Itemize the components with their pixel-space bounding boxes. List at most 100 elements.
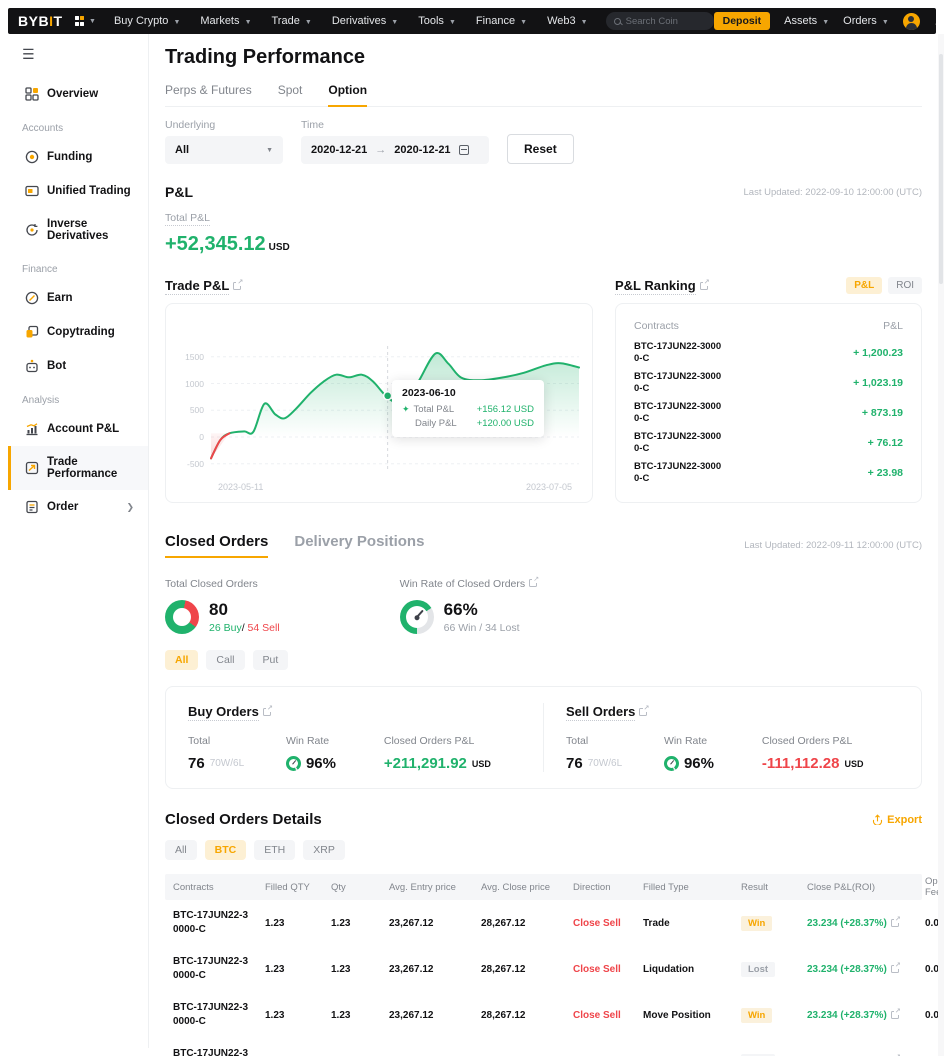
search-box[interactable] xyxy=(605,12,714,30)
chip-btc[interactable]: BTC xyxy=(204,840,247,860)
external-link-icon[interactable] xyxy=(890,961,901,973)
table-row[interactable]: BTC-17JUN22-30000-C 1.23 1.23 23,267.12 … xyxy=(165,992,944,1038)
search-icon xyxy=(613,17,621,25)
external-link-icon[interactable] xyxy=(262,704,273,716)
user-avatar[interactable] xyxy=(902,12,920,30)
ranking-row: BTC-17JUN22-30000-C + 1,200.23 xyxy=(634,338,903,368)
mini-gauge-icon xyxy=(663,756,679,771)
y-axis-tick: -500 xyxy=(186,458,204,469)
trade-performance-icon xyxy=(25,461,39,475)
contract-name: BTC-17JUN22-30000-C xyxy=(634,400,722,424)
win-rate-label: Win Rate of Closed Orders xyxy=(400,575,540,590)
sidebar-item-inverse-derivatives[interactable]: Inverse Derivatives xyxy=(8,208,148,252)
total-pnl-label: Total P&L xyxy=(165,212,210,226)
pnl-section-heading: P&L xyxy=(165,184,193,200)
filters-bar: Underlying All ▼ Time 2020-12-21 → 2020-… xyxy=(165,119,922,164)
chip-call[interactable]: Call xyxy=(206,650,245,670)
nav-item-derivatives[interactable]: Derivatives ▼ xyxy=(331,15,399,27)
result-badge: Lost xyxy=(741,961,776,977)
tab-spot[interactable]: Spot xyxy=(277,83,303,97)
sell-winrate-value: 96% xyxy=(663,755,762,772)
ranking-row: BTC-17JUN22-30000-C + 1,023.19 xyxy=(634,368,903,398)
sidebar-item-funding[interactable]: Funding xyxy=(8,140,148,174)
chip-all-coins[interactable]: All xyxy=(165,840,197,860)
inverse-derivatives-icon xyxy=(26,224,38,236)
scrollbar-thumb[interactable] xyxy=(939,54,943,284)
nav-item-trade[interactable]: Trade ▼ xyxy=(271,15,312,27)
table-row[interactable]: BTC-17JUN22-30000-C 1.23 1.23 23,267.12 … xyxy=(165,900,944,946)
chip-xrp[interactable]: XRP xyxy=(303,840,345,860)
date-range-picker[interactable]: 2020-12-21 → 2020-12-21 xyxy=(301,136,489,164)
table-row[interactable]: BTC-17JUN22-30000-C 1.23 1.23 23,267.12 … xyxy=(165,1038,944,1056)
underlying-label: Underlying xyxy=(165,119,216,131)
apps-menu-button[interactable]: ▼ xyxy=(74,16,96,26)
trade-pnl-chart[interactable]: 1500 1000 500 0 -500 2023-05-11 2023-07-… xyxy=(165,303,593,503)
ranking-value: + 1,023.19 xyxy=(853,377,903,389)
sidebar: ☰ Overview Accounts Funding Unified Trad… xyxy=(8,34,149,1048)
sidebar-item-order[interactable]: Order ❯ xyxy=(8,490,148,524)
result-badge: Win xyxy=(741,1007,773,1023)
notifications-bell-icon[interactable] xyxy=(934,14,944,28)
buy-sell-donut-chart xyxy=(165,600,199,634)
external-link-icon[interactable] xyxy=(699,277,710,290)
orders-menu[interactable]: Orders ▼ xyxy=(843,15,889,27)
nav-item-finance[interactable]: Finance ▼ xyxy=(475,15,528,27)
nav-item-markets[interactable]: Markets ▼ xyxy=(200,15,252,27)
table-row[interactable]: BTC-17JUN22-30000-C 1.23 1.23 23,267.12 … xyxy=(165,946,944,992)
sidebar-item-unified-trading[interactable]: Unified Trading xyxy=(8,174,148,208)
reset-button[interactable]: Reset xyxy=(507,134,574,164)
copytrading-icon xyxy=(26,325,39,338)
deposit-button[interactable]: Deposit xyxy=(713,12,771,30)
total-closed-orders-label: Total Closed Orders xyxy=(165,578,258,590)
product-tabs: Perps & Futures Spot Option xyxy=(165,83,922,107)
nav-item-buy-crypto[interactable]: Buy Crypto ▼ xyxy=(113,15,181,27)
buy-winrate-value: 96% xyxy=(285,755,384,772)
external-link-icon[interactable] xyxy=(529,575,540,587)
sidebar-item-label: Earn xyxy=(47,292,73,304)
export-button[interactable]: Export xyxy=(872,814,922,826)
logo-text-2: T xyxy=(53,13,63,29)
external-link-icon[interactable] xyxy=(890,915,901,927)
page-scrollbar[interactable] xyxy=(938,34,944,1056)
sidebar-item-bot[interactable]: Bot xyxy=(8,349,148,383)
tooltip-daily-pnl-row: Daily P&L +120.00 USD xyxy=(415,418,534,429)
sidebar-item-label: Overview xyxy=(47,88,99,100)
contract-name: BTC-17JUN22-30000-C xyxy=(634,460,722,484)
tab-delivery-positions[interactable]: Delivery Positions xyxy=(294,533,425,550)
chip-eth[interactable]: ETH xyxy=(254,840,296,860)
external-link-icon[interactable] xyxy=(639,704,650,716)
chip-all[interactable]: All xyxy=(165,650,199,670)
sidebar-item-earn[interactable]: Earn xyxy=(8,281,148,315)
nav-item-web3[interactable]: Web3 ▼ xyxy=(547,15,588,27)
ranking-toggle: P&L ROI xyxy=(846,276,922,294)
chip-put[interactable]: Put xyxy=(252,650,289,670)
underlying-value: All xyxy=(175,144,190,156)
nav-item-tools[interactable]: Tools ▼ xyxy=(418,15,456,27)
sidebar-item-trade-performance[interactable]: Trade Performance xyxy=(8,446,148,490)
assets-menu[interactable]: Assets ▼ xyxy=(784,15,830,27)
sidebar-item-copytrading[interactable]: Copytrading xyxy=(8,315,148,349)
ranking-row: BTC-17JUN22-30000-C + 23.98 xyxy=(634,458,903,488)
bybit-logo[interactable]: BYBIT xyxy=(18,13,63,29)
time-label: Time xyxy=(301,119,324,131)
y-axis-tick: 500 xyxy=(189,405,204,416)
external-link-icon[interactable] xyxy=(233,277,244,290)
tab-perps-futures[interactable]: Perps & Futures xyxy=(165,83,252,97)
pnl-ranking-title: P&L Ranking xyxy=(615,277,710,295)
toggle-pnl[interactable]: P&L xyxy=(846,276,883,294)
total-closed-orders-value: 80 xyxy=(209,600,228,619)
sidebar-section-finance: Finance xyxy=(22,264,58,275)
sidebar-item-overview[interactable]: Overview xyxy=(8,77,148,111)
sidebar-item-label: Inverse Derivatives xyxy=(47,218,109,242)
tab-option[interactable]: Option xyxy=(328,83,367,107)
underlying-select[interactable]: All ▼ xyxy=(165,136,283,164)
ranking-col-pnl: P&L xyxy=(883,320,903,332)
tab-closed-orders[interactable]: Closed Orders xyxy=(165,533,269,558)
collapse-sidebar-icon[interactable]: ☰ xyxy=(22,46,35,62)
search-input[interactable] xyxy=(625,15,706,27)
win-lost-detail: 66 Win / 34 Lost xyxy=(443,622,520,634)
sidebar-item-label: Account P&L xyxy=(47,423,120,435)
external-link-icon[interactable] xyxy=(890,1007,901,1019)
toggle-roi[interactable]: ROI xyxy=(888,276,922,294)
sidebar-item-account-pnl[interactable]: Account P&L xyxy=(8,412,148,446)
